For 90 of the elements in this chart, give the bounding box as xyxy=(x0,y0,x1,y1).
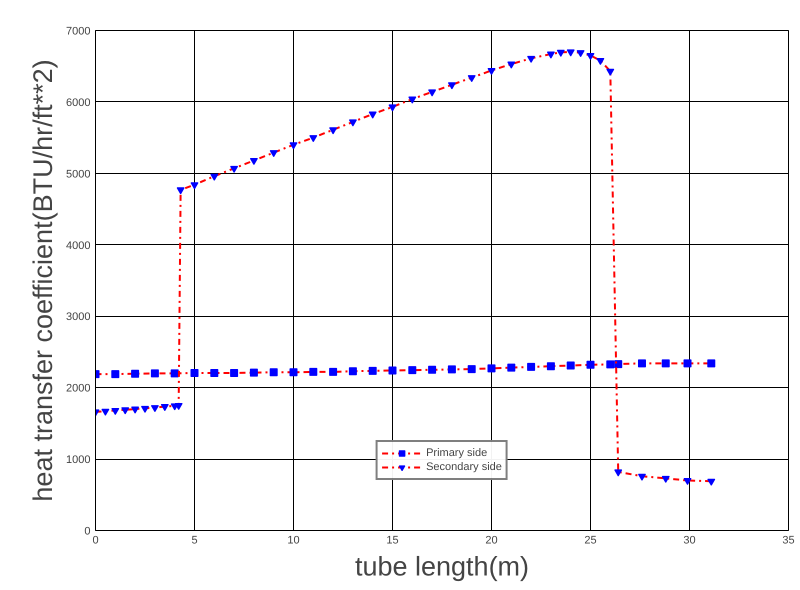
point xyxy=(210,369,218,377)
point xyxy=(329,368,338,376)
point xyxy=(428,366,436,374)
point xyxy=(566,49,575,56)
point xyxy=(141,406,149,413)
point xyxy=(111,370,120,378)
point xyxy=(596,58,604,66)
point xyxy=(174,402,183,410)
point xyxy=(348,367,357,376)
point xyxy=(230,166,238,173)
legend-label: Primary side xyxy=(426,446,488,460)
point xyxy=(150,405,159,412)
point xyxy=(586,52,594,60)
y-tick-label: 7000 xyxy=(66,26,91,38)
point xyxy=(546,362,555,370)
x-tick-label: 15 xyxy=(386,534,399,546)
point xyxy=(638,359,646,368)
legend-label: Secondary side xyxy=(426,460,502,474)
point xyxy=(507,62,516,69)
point xyxy=(170,369,179,378)
point xyxy=(606,360,614,368)
point xyxy=(190,182,198,190)
point xyxy=(586,360,594,369)
point xyxy=(707,478,716,486)
point xyxy=(348,119,357,126)
y-tick-label: 6000 xyxy=(66,96,91,109)
y-tick-label: 4000 xyxy=(66,240,91,252)
x-tick-label: 5 xyxy=(191,534,198,546)
point xyxy=(507,364,516,372)
point xyxy=(190,369,198,377)
point xyxy=(250,368,258,377)
x-tick-label: 10 xyxy=(287,534,300,546)
point xyxy=(408,96,416,104)
point xyxy=(368,112,377,119)
y-axis-title: heat transfer coefficient(BTU/hr/ft**2) xyxy=(28,59,58,502)
x-tick-label: 30 xyxy=(683,534,696,546)
x-tick-label: 20 xyxy=(485,534,498,546)
point xyxy=(250,158,258,166)
point xyxy=(270,368,278,376)
point xyxy=(131,370,140,378)
point xyxy=(111,408,120,416)
point xyxy=(368,366,377,375)
point xyxy=(329,127,338,134)
point xyxy=(468,75,476,82)
point xyxy=(309,368,318,376)
y-tick-label: 1000 xyxy=(66,454,91,466)
point xyxy=(566,362,575,370)
point xyxy=(556,50,565,57)
point xyxy=(428,89,436,96)
point xyxy=(150,369,159,378)
point xyxy=(614,469,622,476)
point xyxy=(488,68,496,76)
x-tick-label: 25 xyxy=(584,534,597,546)
point xyxy=(160,404,169,412)
point xyxy=(290,142,298,150)
x-tick-label: 35 xyxy=(782,534,795,546)
point xyxy=(662,476,670,483)
point xyxy=(614,360,622,368)
point xyxy=(576,50,585,58)
y-tick-label: 5000 xyxy=(66,168,91,180)
x-axis-title: tube length(m) xyxy=(354,552,530,582)
point xyxy=(448,82,456,90)
point xyxy=(121,407,130,414)
point xyxy=(290,368,298,376)
point xyxy=(210,174,218,181)
point xyxy=(468,365,476,374)
point xyxy=(527,56,536,63)
point xyxy=(270,150,278,158)
point xyxy=(388,366,396,374)
point xyxy=(388,104,396,112)
y-tick-label: 0 xyxy=(84,526,91,538)
point xyxy=(638,474,646,481)
point xyxy=(707,359,716,368)
point xyxy=(684,359,692,368)
point xyxy=(488,364,496,372)
point xyxy=(527,362,536,371)
point xyxy=(606,68,614,76)
y-tick-label: 2000 xyxy=(66,382,91,395)
point xyxy=(309,135,318,142)
y-tick-label: 3000 xyxy=(66,311,91,324)
x-tick-label: 0 xyxy=(92,534,99,546)
point xyxy=(546,52,555,59)
point xyxy=(101,408,110,416)
point xyxy=(662,359,670,368)
point xyxy=(230,369,238,377)
point xyxy=(131,406,140,414)
point xyxy=(448,365,456,374)
point xyxy=(176,187,185,194)
point xyxy=(408,366,416,374)
point xyxy=(684,478,692,486)
